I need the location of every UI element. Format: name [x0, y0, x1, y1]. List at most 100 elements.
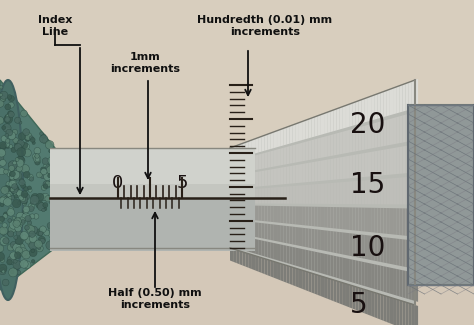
- Polygon shape: [255, 188, 258, 203]
- Circle shape: [7, 193, 11, 197]
- Circle shape: [0, 245, 4, 252]
- Bar: [50, 227, 255, 230]
- Polygon shape: [327, 278, 330, 300]
- Polygon shape: [321, 184, 324, 204]
- Circle shape: [17, 270, 21, 275]
- Circle shape: [7, 244, 14, 251]
- Polygon shape: [352, 260, 356, 283]
- Circle shape: [42, 208, 45, 212]
- Polygon shape: [236, 220, 239, 234]
- Polygon shape: [246, 237, 249, 252]
- Polygon shape: [258, 206, 261, 221]
- Circle shape: [8, 230, 13, 236]
- Circle shape: [23, 193, 29, 200]
- Bar: [50, 179, 255, 182]
- Polygon shape: [415, 241, 418, 269]
- Circle shape: [22, 235, 27, 240]
- Polygon shape: [377, 179, 381, 204]
- Polygon shape: [261, 240, 264, 256]
- Circle shape: [31, 249, 35, 253]
- Circle shape: [13, 220, 20, 227]
- Polygon shape: [327, 135, 330, 157]
- Polygon shape: [280, 148, 283, 165]
- Circle shape: [0, 85, 3, 89]
- Polygon shape: [280, 264, 283, 281]
- Circle shape: [0, 96, 6, 101]
- Circle shape: [25, 224, 33, 232]
- Polygon shape: [261, 188, 264, 203]
- Polygon shape: [261, 171, 264, 186]
- Polygon shape: [377, 150, 381, 176]
- Polygon shape: [315, 207, 318, 227]
- Circle shape: [25, 236, 33, 244]
- Circle shape: [7, 186, 14, 193]
- Circle shape: [18, 248, 27, 256]
- Circle shape: [0, 93, 2, 96]
- Circle shape: [3, 214, 8, 218]
- Polygon shape: [365, 97, 368, 122]
- Polygon shape: [230, 234, 233, 247]
- Circle shape: [39, 226, 46, 233]
- Polygon shape: [415, 305, 418, 325]
- Text: 10: 10: [350, 234, 385, 262]
- Polygon shape: [286, 166, 290, 184]
- Polygon shape: [239, 251, 243, 266]
- Circle shape: [7, 95, 12, 99]
- Circle shape: [21, 183, 26, 188]
- Polygon shape: [406, 240, 409, 267]
- Polygon shape: [393, 298, 396, 325]
- Bar: [50, 197, 255, 200]
- Circle shape: [29, 177, 34, 181]
- Polygon shape: [280, 187, 283, 204]
- Polygon shape: [296, 227, 299, 246]
- Circle shape: [9, 161, 17, 170]
- Polygon shape: [402, 239, 406, 267]
- Polygon shape: [309, 207, 311, 226]
- Polygon shape: [311, 273, 315, 294]
- Circle shape: [28, 188, 32, 192]
- Polygon shape: [277, 149, 280, 166]
- Polygon shape: [402, 177, 406, 204]
- Circle shape: [0, 237, 9, 245]
- Polygon shape: [377, 208, 381, 233]
- Circle shape: [5, 139, 10, 143]
- Circle shape: [31, 260, 35, 263]
- Bar: [50, 235, 255, 238]
- Polygon shape: [280, 244, 283, 262]
- Circle shape: [5, 134, 9, 137]
- Polygon shape: [340, 157, 343, 179]
- Polygon shape: [271, 150, 274, 167]
- Polygon shape: [249, 156, 252, 171]
- Polygon shape: [243, 158, 246, 173]
- Polygon shape: [230, 219, 233, 233]
- Polygon shape: [274, 206, 277, 223]
- Polygon shape: [381, 208, 383, 233]
- Polygon shape: [399, 300, 402, 325]
- Polygon shape: [374, 151, 377, 176]
- Polygon shape: [371, 208, 374, 232]
- Circle shape: [35, 157, 40, 162]
- Polygon shape: [311, 117, 315, 137]
- Polygon shape: [362, 126, 365, 150]
- Polygon shape: [230, 176, 233, 189]
- Polygon shape: [296, 248, 299, 266]
- Polygon shape: [406, 208, 409, 236]
- Polygon shape: [311, 184, 315, 204]
- Circle shape: [0, 168, 5, 175]
- Polygon shape: [315, 252, 318, 272]
- Circle shape: [47, 174, 52, 178]
- Circle shape: [15, 117, 21, 123]
- Polygon shape: [337, 133, 340, 155]
- Polygon shape: [415, 111, 418, 140]
- Polygon shape: [286, 226, 290, 244]
- Polygon shape: [243, 221, 246, 235]
- Circle shape: [2, 98, 6, 101]
- Polygon shape: [318, 138, 321, 158]
- Polygon shape: [243, 236, 246, 251]
- Polygon shape: [274, 262, 277, 279]
- Polygon shape: [264, 223, 268, 240]
- Circle shape: [6, 145, 9, 149]
- Polygon shape: [381, 121, 383, 147]
- Circle shape: [5, 127, 10, 133]
- Circle shape: [18, 195, 24, 200]
